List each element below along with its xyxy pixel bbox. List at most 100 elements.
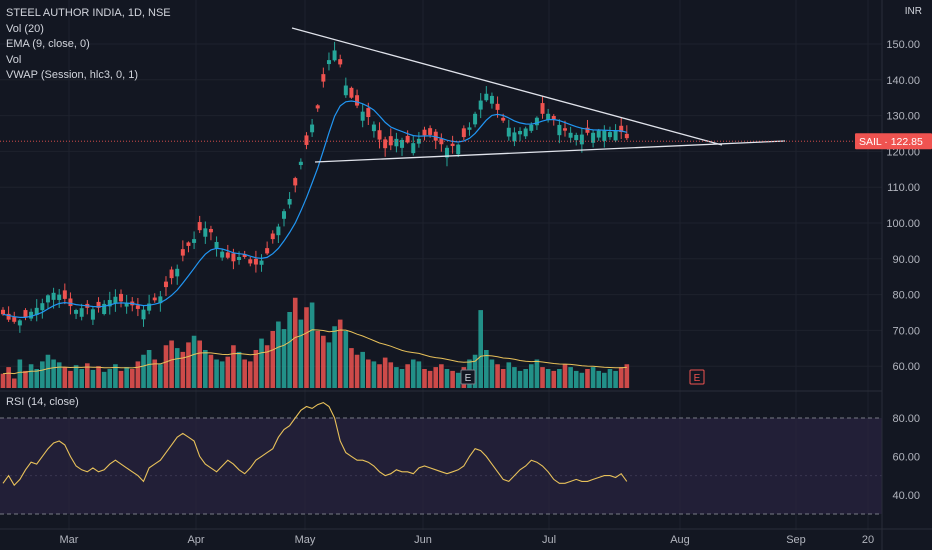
volume-bar bbox=[337, 319, 343, 388]
candle-body bbox=[169, 269, 174, 279]
volume-bar bbox=[545, 369, 551, 388]
price-tick-label: 60.00 bbox=[892, 361, 920, 373]
volume-bar bbox=[79, 369, 84, 388]
candle-body bbox=[574, 134, 579, 141]
volume-bar bbox=[528, 364, 534, 388]
volume-bar bbox=[512, 367, 517, 388]
volume-bar bbox=[287, 312, 292, 388]
volume-bar bbox=[264, 345, 270, 388]
candle-body bbox=[557, 124, 562, 136]
price-tick-label: 130.00 bbox=[886, 111, 920, 123]
candle-body bbox=[585, 127, 590, 133]
candle-body bbox=[360, 111, 365, 121]
candle-body bbox=[186, 242, 191, 246]
volume-bar bbox=[56, 362, 62, 388]
candle-body bbox=[276, 226, 281, 236]
rsi-title[interactable]: RSI (14, close) bbox=[6, 396, 79, 408]
volume-bar bbox=[6, 367, 11, 388]
rsi-tick-label: 40.00 bbox=[892, 490, 920, 502]
candle-body bbox=[158, 296, 163, 304]
chart-legend[interactable]: STEEL AUTHOR INDIA, 1D, NSE Vol (20) EMA… bbox=[6, 6, 171, 84]
candle-body bbox=[270, 233, 275, 240]
candle-body bbox=[596, 130, 601, 138]
volume-bar bbox=[174, 348, 180, 388]
candle-body bbox=[231, 253, 236, 262]
volume-bar bbox=[236, 351, 242, 388]
volume-bar bbox=[557, 369, 562, 388]
volume-bar bbox=[152, 359, 158, 388]
candle-body bbox=[540, 103, 545, 114]
candle-body bbox=[220, 251, 225, 258]
volume-bar bbox=[304, 307, 309, 388]
price-tick-label: 80.00 bbox=[892, 290, 920, 302]
volume-bar bbox=[399, 369, 405, 388]
legend-title[interactable]: STEEL AUTHOR INDIA, 1D, NSE bbox=[6, 7, 171, 19]
volume-bar bbox=[523, 369, 528, 388]
candle-body bbox=[96, 301, 101, 308]
candle-body bbox=[428, 128, 433, 135]
volume-bar bbox=[124, 367, 129, 388]
legend-indicator-vol[interactable]: Vol bbox=[6, 53, 22, 66]
volume-bar bbox=[596, 370, 602, 388]
volume-bar bbox=[219, 361, 225, 388]
candle-body bbox=[495, 103, 500, 110]
candle-body bbox=[12, 317, 17, 322]
volume-bar bbox=[585, 369, 590, 388]
volume-bar bbox=[360, 351, 365, 388]
candle-body bbox=[293, 178, 298, 186]
price-tick-label: 140.00 bbox=[886, 75, 920, 87]
legend-indicator-vwap[interactable]: VWAP (Session, hlc3, 0, 1) bbox=[6, 69, 139, 81]
earnings-marker-label: E bbox=[694, 373, 701, 384]
time-tick-label: Sep bbox=[786, 534, 806, 546]
candle-body bbox=[355, 95, 360, 106]
candle-body bbox=[568, 132, 573, 138]
volume-bar bbox=[113, 364, 118, 388]
volume-bar bbox=[40, 361, 45, 388]
volume-bar bbox=[489, 359, 495, 388]
candle-body bbox=[546, 113, 551, 120]
price-tick-label: 110.00 bbox=[887, 182, 920, 194]
volume-bar bbox=[141, 354, 146, 388]
volume-bar bbox=[45, 354, 51, 388]
ema-line bbox=[2, 100, 627, 318]
candle-body bbox=[102, 303, 107, 315]
volume-bar bbox=[624, 364, 630, 388]
volume-bar bbox=[495, 364, 500, 388]
candle-body bbox=[411, 143, 416, 154]
rsi-band bbox=[0, 418, 882, 514]
time-tick-label: Mar bbox=[60, 534, 79, 546]
candle-body bbox=[489, 95, 494, 104]
legend-indicator-ema[interactable]: EMA (9, close, 0) bbox=[6, 38, 90, 50]
candle-body bbox=[175, 268, 180, 277]
volume-bar bbox=[377, 364, 382, 388]
volume-bar bbox=[349, 348, 354, 388]
candle-body bbox=[152, 297, 157, 301]
candle-body bbox=[512, 132, 517, 142]
ema-layer bbox=[2, 100, 627, 318]
volume-bar bbox=[326, 342, 332, 388]
candle-body bbox=[349, 87, 354, 98]
candle-body bbox=[366, 108, 371, 118]
volume-bar bbox=[534, 359, 540, 388]
volume-bar bbox=[51, 359, 56, 388]
volume-bar bbox=[208, 354, 214, 388]
candle-body bbox=[383, 139, 388, 149]
vwap-layer bbox=[2, 329, 627, 375]
candle-body bbox=[518, 130, 523, 135]
candle-body bbox=[242, 254, 247, 258]
candle-body bbox=[287, 199, 292, 205]
volume-bar bbox=[129, 369, 135, 388]
candle-body bbox=[237, 257, 242, 261]
volume-bar bbox=[281, 329, 287, 388]
time-tick-label: Jun bbox=[414, 534, 432, 546]
candle-body bbox=[282, 211, 286, 219]
legend-indicator-vol20[interactable]: Vol (20) bbox=[6, 22, 44, 35]
candle-body bbox=[433, 131, 438, 141]
candle-body bbox=[304, 135, 309, 145]
candle-body bbox=[501, 117, 506, 121]
volume-bar bbox=[309, 302, 315, 388]
volume-bar bbox=[439, 364, 444, 388]
